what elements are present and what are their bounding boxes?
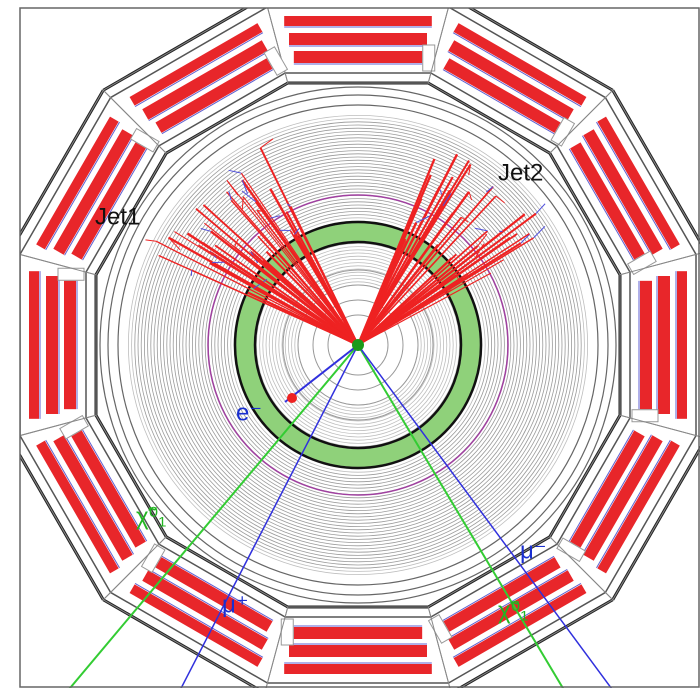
red-bar — [46, 276, 58, 414]
red-bar — [284, 16, 432, 26]
red-bar — [29, 271, 39, 419]
neutralino-left-label: χ̃⁰₁ — [136, 503, 166, 530]
vertex — [352, 339, 364, 351]
red-bar — [294, 51, 422, 63]
event-display: Jet1 Jet2 e⁻ μ⁺ μ⁻ χ̃⁰₁ χ̃⁰₁ — [0, 0, 700, 688]
red-bar — [677, 271, 687, 419]
jet-hit — [212, 262, 225, 263]
red-bar — [289, 645, 427, 657]
red-bar — [289, 33, 427, 45]
red-bar — [64, 281, 76, 409]
electron-label: e⁻ — [236, 399, 262, 426]
electron-hit — [287, 393, 297, 403]
muon-minus-label: μ⁻ — [520, 537, 547, 564]
red-bar — [284, 664, 432, 674]
jet2-label: Jet2 — [498, 159, 543, 186]
muon-plus-label: μ⁺ — [222, 591, 249, 618]
red-bar — [640, 281, 652, 409]
neutralino-right-label: χ̃⁰₁ — [498, 597, 528, 624]
red-bar — [294, 627, 422, 639]
jet1-label: Jet1 — [95, 203, 140, 230]
red-bar — [658, 276, 670, 414]
